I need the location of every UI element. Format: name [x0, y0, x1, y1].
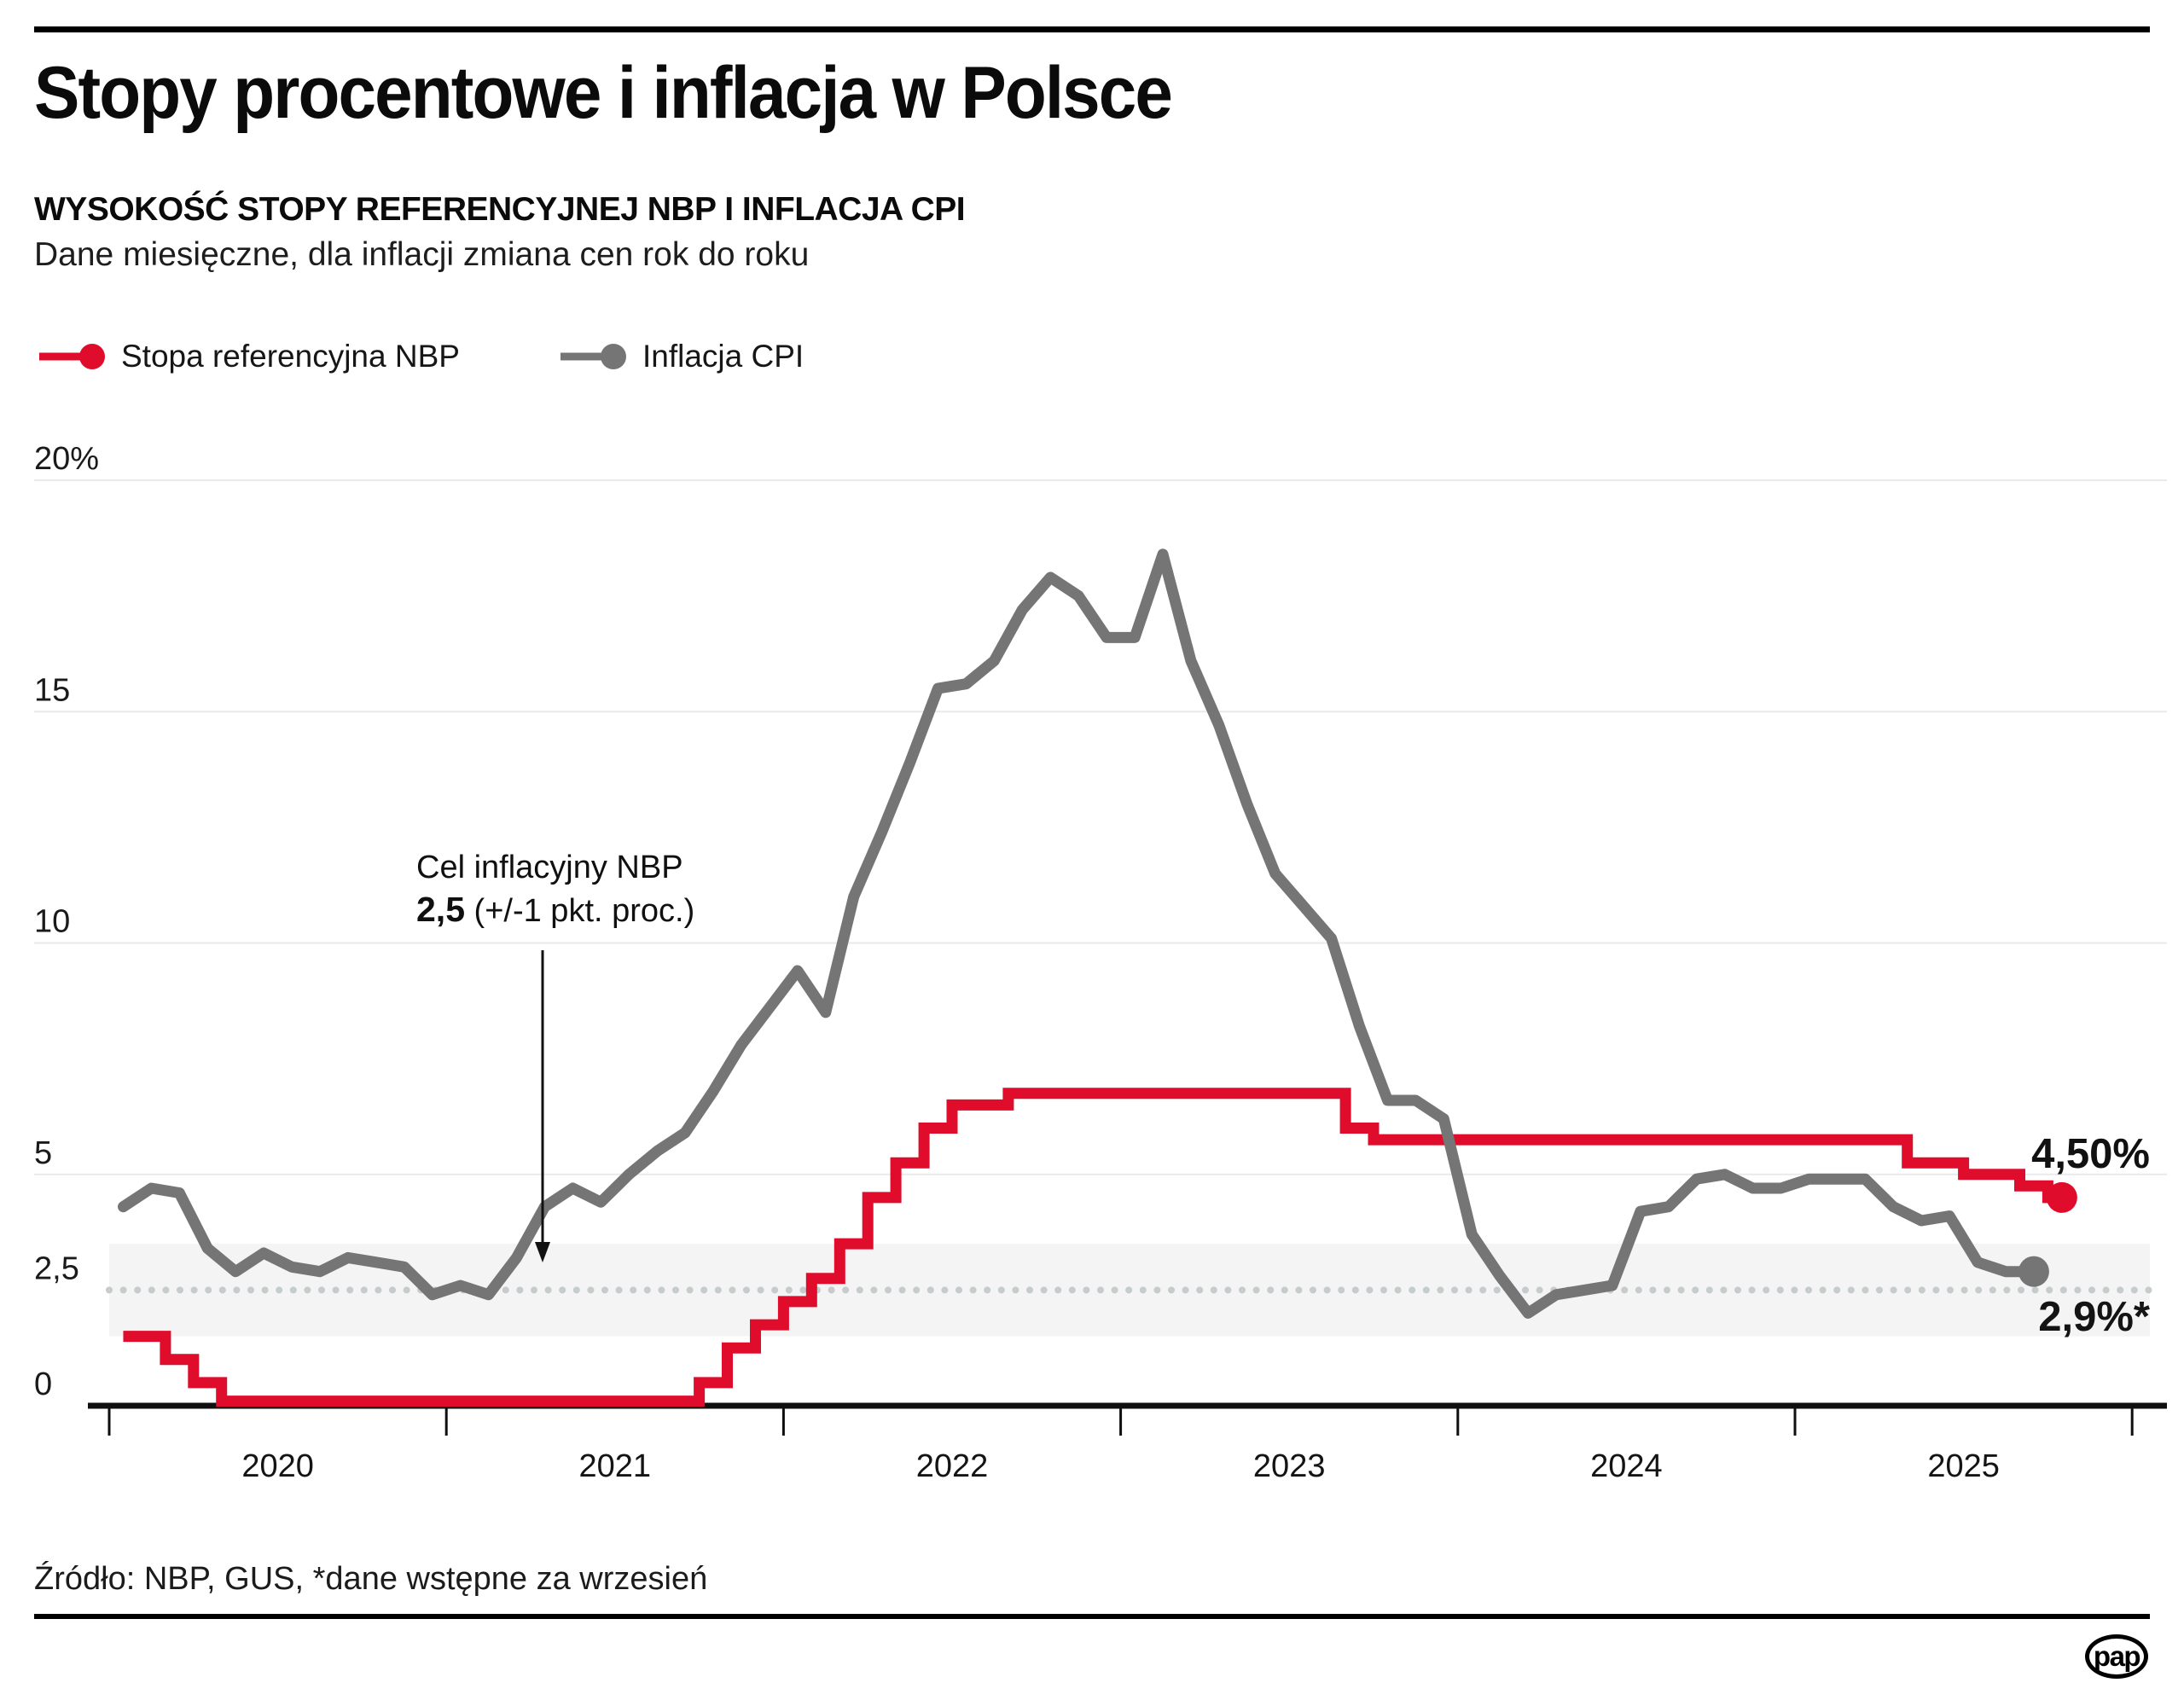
- y-axis-label: 10: [34, 904, 70, 940]
- legend-item-cpi: Inflacja CPI: [559, 338, 804, 375]
- page-title: Stopy procentowe i inflacja w Polsce: [34, 52, 1173, 134]
- legend-item-rate: Stopa referencyjna NBP: [38, 338, 460, 375]
- x-axis-year-label: 2024: [1590, 1448, 1663, 1484]
- y-axis-label: 0: [34, 1367, 52, 1402]
- nbp-rate-line: [123, 1088, 2062, 1407]
- y-axis-label: 5: [34, 1135, 52, 1171]
- cpi-end-value-label: 2,9%*: [2038, 1294, 2150, 1340]
- rate-end-value-label: 4,50%: [2031, 1131, 2150, 1177]
- x-axis-year-label: 2022: [916, 1448, 989, 1484]
- nbp-rate-end-dot: [2046, 1181, 2077, 1213]
- annotation-target-range: (+/-1 pkt. proc.): [465, 893, 695, 929]
- source-note: Źródło: NBP, GUS, *dane wstępne za wrzes…: [34, 1561, 708, 1597]
- x-axis-year-label: 2020: [241, 1448, 314, 1484]
- line-dot-icon-gray: [561, 344, 626, 369]
- legend-rate-label: Stopa referencyjna NBP: [121, 339, 460, 374]
- x-axis-year-label: 2025: [1927, 1448, 2000, 1484]
- chart-subtitle: WYSOKOŚĆ STOPY REFERENCYJNEJ NBP I INFLA…: [34, 191, 966, 228]
- line-dot-icon-red: [39, 344, 105, 369]
- annotation-line2: 2,5 (+/-1 pkt. proc.): [416, 889, 694, 932]
- cpi-end-dot: [2018, 1256, 2049, 1287]
- chart-description: Dane miesięczne, dla inflacji zmiana cen…: [34, 236, 810, 273]
- legend-cpi-label: Inflacja CPI: [642, 339, 804, 374]
- x-axis-year-label: 2021: [579, 1448, 652, 1484]
- pap-logo: pap: [2085, 1634, 2148, 1679]
- y-axis-label: 15: [34, 672, 70, 708]
- y-axis-label: 20%: [34, 441, 99, 477]
- y-axis-label: 2,5: [34, 1250, 79, 1286]
- top-bar: [34, 26, 2150, 32]
- cpi-line: [118, 548, 2040, 1319]
- annotation-line1: Cel inflacyjny NBP: [416, 850, 683, 885]
- x-axis-year-label: 2023: [1253, 1448, 1326, 1484]
- inflation-target-annotation: Cel inflacyjny NBP 2,5 (+/-1 pkt. proc.): [416, 847, 694, 932]
- annotation-target-value: 2,5: [416, 890, 465, 929]
- bottom-rule: [34, 1614, 2150, 1619]
- annotation-arrowhead-icon: [535, 1242, 550, 1262]
